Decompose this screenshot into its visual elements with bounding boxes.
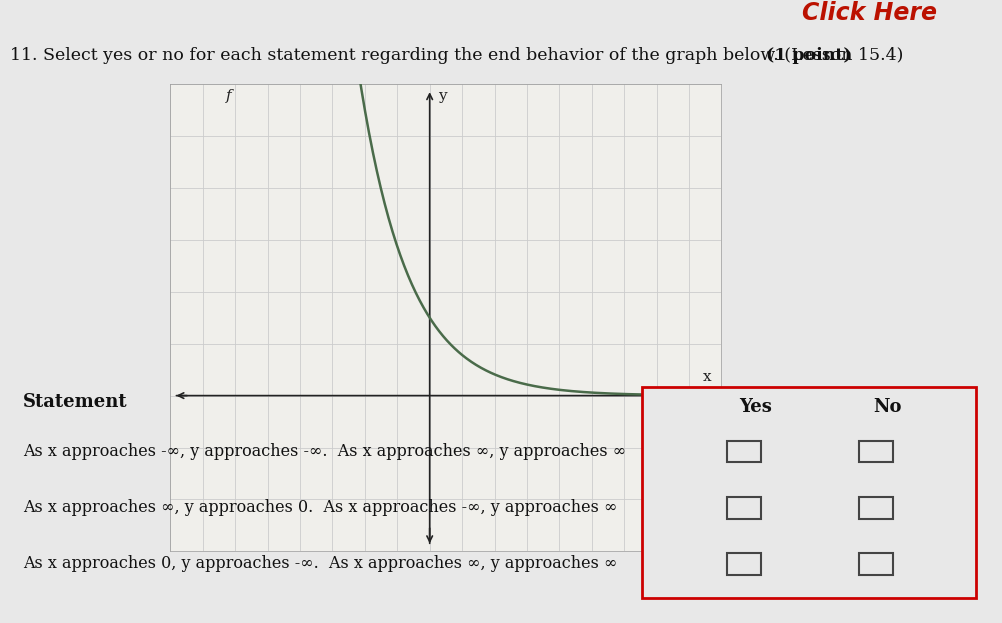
Bar <box>859 441 893 462</box>
Bar <box>727 441 762 462</box>
Bar <box>727 553 762 574</box>
Bar <box>859 553 893 574</box>
Bar <box>859 497 893 518</box>
Text: Statement: Statement <box>23 394 127 411</box>
Text: As x approaches ∞, y approaches 0.  As x approaches -∞, y approaches ∞: As x approaches ∞, y approaches 0. As x … <box>23 500 617 516</box>
Text: Click Here: Click Here <box>802 1 937 26</box>
Text: (1 point): (1 point) <box>766 47 851 64</box>
Text: 11. Select yes or no for each statement regarding the end behavior of the graph : 11. Select yes or no for each statement … <box>10 47 909 64</box>
Text: No: No <box>873 398 902 416</box>
Text: y: y <box>438 89 447 103</box>
Text: x: x <box>703 370 711 384</box>
Text: Yes: Yes <box>739 398 773 416</box>
Bar <box>727 497 762 518</box>
Text: As x approaches -∞, y approaches -∞.  As x approaches ∞, y approaches ∞: As x approaches -∞, y approaches -∞. As … <box>23 444 626 460</box>
Text: As x approaches 0, y approaches -∞.  As x approaches ∞, y approaches ∞: As x approaches 0, y approaches -∞. As x… <box>23 556 617 573</box>
Text: f: f <box>225 89 231 103</box>
